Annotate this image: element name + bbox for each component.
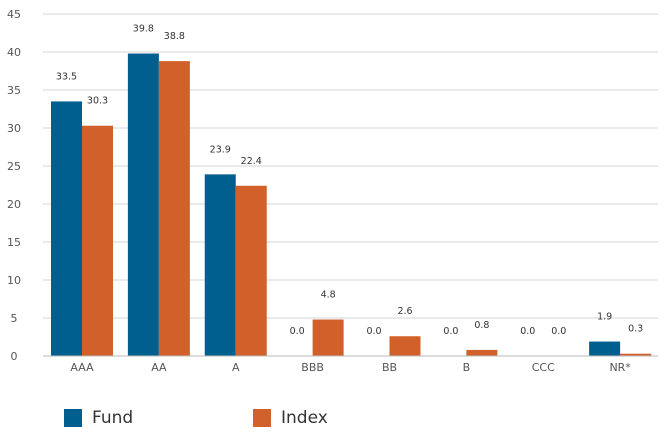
legend-item-fund: Fund xyxy=(64,408,133,428)
data-label-fund: 0.0 xyxy=(366,326,381,337)
bar-index xyxy=(312,319,344,356)
y-axis: 0 5 10 15 20 25 30 35 40 45 xyxy=(7,8,21,363)
x-tick-label: BB xyxy=(382,361,397,374)
y-tick-label: 5 xyxy=(11,312,18,325)
y-tick-label: 30 xyxy=(7,122,21,135)
bar-index xyxy=(235,185,267,356)
x-axis: AAA AA A BBB BB B CCC NR* xyxy=(43,355,658,374)
legend-label-index: Index xyxy=(281,408,328,428)
bar-fund xyxy=(51,101,82,357)
legend-swatch-index xyxy=(253,409,271,427)
data-labels: 33.5 30.3 39.8 38.8 23.9 22.4 0.0 4.8 0.0 2.6 0.0 0… xyxy=(56,24,643,337)
data-label-index: 0.8 xyxy=(474,320,489,331)
data-label-fund: 0.0 xyxy=(443,326,458,337)
y-tick-label: 35 xyxy=(7,84,21,97)
x-tick-label: AA xyxy=(151,361,167,374)
y-tick-label: 45 xyxy=(7,8,21,21)
x-tick-label: NR* xyxy=(609,361,631,374)
y-tick-label: 15 xyxy=(7,236,21,249)
y-tick-label: 40 xyxy=(7,46,21,59)
y-tick-label: 25 xyxy=(7,160,21,173)
data-label-index: 4.8 xyxy=(321,290,336,301)
bar-fund xyxy=(204,174,236,356)
data-label-index: 22.4 xyxy=(241,156,262,167)
legend-item-index: Index xyxy=(253,408,328,428)
x-tick-label: CCC xyxy=(532,361,555,374)
data-label-fund: 23.9 xyxy=(210,144,231,155)
data-label-index: 38.8 xyxy=(164,31,185,42)
y-tick-label: 10 xyxy=(7,274,21,287)
x-tick-label: BBB xyxy=(301,361,324,374)
data-label-index: 30.3 xyxy=(87,96,108,107)
bar-index xyxy=(466,349,498,356)
bar-fund xyxy=(127,53,159,357)
legend-label-fund: Fund xyxy=(92,408,134,428)
data-label-index: 0.0 xyxy=(551,326,566,337)
x-tick-label: B xyxy=(463,361,471,374)
bar-index xyxy=(389,336,421,356)
data-label-index: 0.3 xyxy=(628,324,643,335)
data-label-fund: 0.0 xyxy=(520,326,535,337)
bar-fund xyxy=(589,341,621,356)
data-label-fund: 1.9 xyxy=(597,312,612,323)
bar-index xyxy=(620,353,652,356)
data-label-fund: 39.8 xyxy=(133,24,154,35)
bar-index xyxy=(82,125,113,356)
data-label-fund: 33.5 xyxy=(56,71,77,82)
bar-chart: 0 5 10 15 20 25 30 35 40 45 33.5 30.3 39.8 38.8 23.9 2… xyxy=(7,8,658,374)
legend-swatch-fund xyxy=(64,409,82,427)
bar-index xyxy=(158,61,190,357)
data-label-index: 2.6 xyxy=(397,306,412,317)
data-label-fund: 0.0 xyxy=(290,326,305,337)
y-tick-label: 0 xyxy=(11,350,18,363)
y-tick-label: 20 xyxy=(7,198,21,211)
x-tick-label: A xyxy=(232,361,240,374)
bars xyxy=(51,53,652,357)
x-tick-label: AAA xyxy=(70,361,94,374)
